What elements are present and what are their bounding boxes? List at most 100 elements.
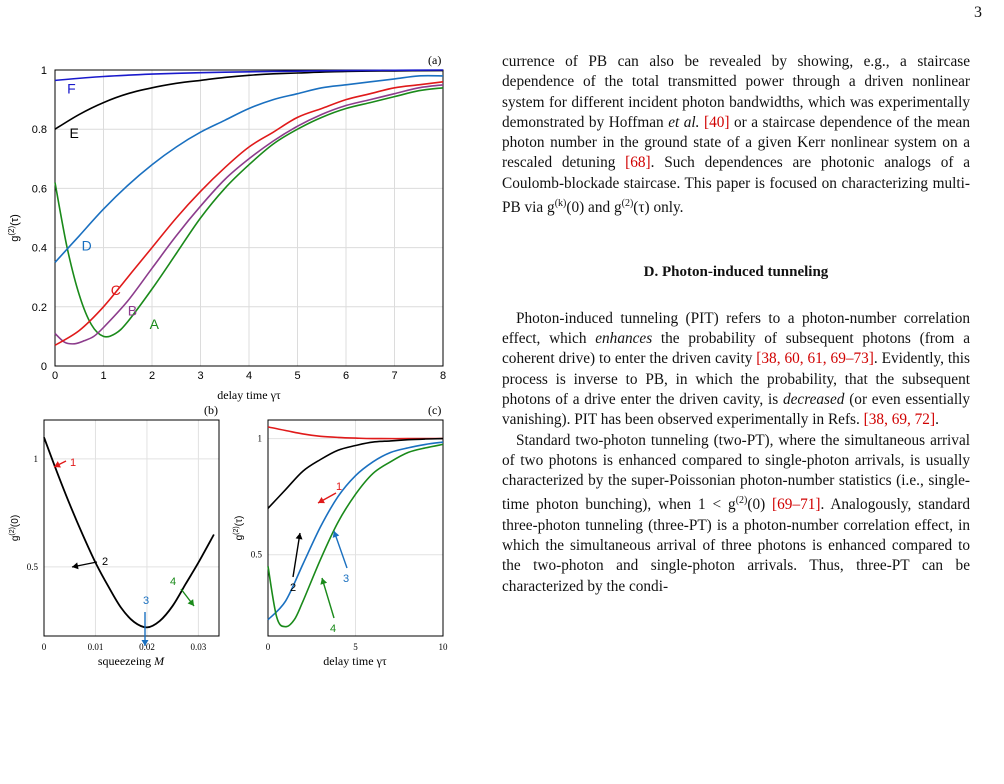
series-line-A bbox=[54, 87, 444, 338]
curve-label-D: D bbox=[82, 238, 92, 254]
panel-b-xlabel: squeezeing M bbox=[98, 654, 165, 668]
x-tick-label: 0.01 bbox=[88, 642, 104, 652]
y-tick-label: 0 bbox=[41, 361, 47, 373]
paragraph-pit: Photon-induced tunneling (PIT) refers to… bbox=[502, 309, 970, 429]
y-tick-label: 1 bbox=[258, 434, 263, 444]
citation[interactable]: [38, 69, 72] bbox=[863, 411, 936, 429]
y-tick-label: 0.8 bbox=[32, 124, 47, 136]
annotation-4: 4 bbox=[330, 623, 336, 635]
citation[interactable]: [40] bbox=[703, 113, 730, 131]
citation[interactable]: [68] bbox=[625, 154, 651, 172]
x-tick-label: 0 bbox=[266, 642, 271, 652]
panel-a-ticks: 0 1 2 3 4 5 6 7 8 0 0.2 0.4 0.6 0.8 1 bbox=[32, 65, 446, 382]
annotation-arrow-2 bbox=[292, 532, 301, 578]
panel-c-frame bbox=[267, 419, 444, 637]
x-tick-label: 0 bbox=[52, 370, 58, 382]
series-line bbox=[43, 436, 215, 629]
panel-a-curve-labels: F E D CBA bbox=[67, 81, 159, 332]
x-tick-label: 1 bbox=[100, 370, 106, 382]
curve-label-F: F bbox=[67, 81, 76, 97]
annotation-arrowhead-4 bbox=[320, 578, 328, 585]
y-tick-label: 1 bbox=[41, 65, 47, 77]
annotation-arrow-4 bbox=[321, 577, 335, 619]
x-tick-label: 0.02 bbox=[139, 642, 155, 652]
panel-b-tag: (b) bbox=[204, 403, 218, 417]
panel-a-grid bbox=[54, 69, 444, 367]
x-tick-label: 7 bbox=[391, 370, 397, 382]
panel-c-ticks: 0 5 10 0.5 1 bbox=[251, 434, 448, 652]
curve-label-A: A bbox=[150, 316, 160, 332]
page-number: 3 bbox=[974, 4, 982, 21]
panel-b: 0 0.01 0.02 0.03 0.5 1 (b) squeezeing M g(2)(… bbox=[9, 403, 220, 668]
x-tick-label: 0 bbox=[42, 642, 47, 652]
panel-b-annotations: 1 2 3 4 bbox=[53, 457, 195, 646]
panel-c-tag: (c) bbox=[428, 403, 441, 417]
annotation-3: 3 bbox=[343, 573, 349, 585]
x-tick-label: 3 bbox=[197, 370, 203, 382]
x-tick-label: 2 bbox=[149, 370, 155, 382]
panel-b-ylabel: g(2)(0) bbox=[9, 515, 21, 541]
series-line-D bbox=[54, 74, 444, 263]
panel-a: 0 1 2 3 4 5 6 7 8 0 0.2 0.4 0.6 0.8 1 (a) delay time γ… bbox=[7, 53, 446, 402]
panel-c: 0 5 10 0.5 1 (c) delay time γτ g(2)(τ) 1 2 3 4 bbox=[233, 403, 448, 668]
x-tick-label: 8 bbox=[440, 370, 446, 382]
curve-label-B: B bbox=[128, 303, 137, 319]
panel-a-frame bbox=[54, 69, 444, 367]
annotation-1: 1 bbox=[70, 457, 76, 469]
section-heading: D. Photon-induced tunneling bbox=[643, 264, 829, 281]
series-line-2 bbox=[267, 437, 444, 509]
panel-c-curves bbox=[267, 426, 444, 628]
annotation-arrow-3 bbox=[333, 530, 348, 569]
annotation-2: 2 bbox=[102, 556, 108, 568]
panel-a-xlabel: delay time γτ bbox=[217, 388, 281, 402]
panel-a-curves bbox=[54, 69, 444, 346]
text-column: currence of PB can also be revealed by s… bbox=[502, 52, 970, 597]
series-line-3 bbox=[267, 441, 444, 621]
paragraph-two-pt: Standard two-photon tunneling (two-PT), … bbox=[502, 431, 970, 595]
curve-label-E: E bbox=[70, 125, 79, 141]
panel-a-tag: (a) bbox=[428, 53, 441, 67]
citation[interactable]: [38, 60, 61, 69–73] bbox=[756, 350, 874, 368]
panel-c-xlabel: delay time γτ bbox=[323, 654, 387, 668]
series-line-1 bbox=[267, 426, 443, 440]
annotation-2: 2 bbox=[290, 582, 296, 594]
x-tick-label: 4 bbox=[246, 370, 252, 382]
annotation-1: 1 bbox=[336, 481, 342, 493]
annotation-arrowhead-4 bbox=[187, 599, 194, 606]
y-tick-label: 0.5 bbox=[251, 550, 263, 560]
annotation-arrowhead-2 bbox=[295, 533, 303, 540]
series-line-4 bbox=[267, 443, 444, 628]
y-tick-label: 0.6 bbox=[32, 183, 47, 195]
x-tick-label: 10 bbox=[439, 642, 449, 652]
panel-b-frame bbox=[43, 419, 220, 637]
annotation-4: 4 bbox=[170, 576, 176, 588]
panel-c-annotations: 1 2 3 4 bbox=[290, 481, 349, 635]
annotation-arrowhead-2 bbox=[72, 562, 79, 570]
x-tick-label: 0.03 bbox=[191, 642, 207, 652]
y-tick-label: 0.4 bbox=[32, 243, 47, 255]
x-tick-label: 6 bbox=[343, 370, 349, 382]
x-tick-label: 5 bbox=[294, 370, 300, 382]
series-line-C bbox=[54, 81, 444, 346]
citation[interactable]: [69–71] bbox=[772, 496, 821, 514]
paragraph-pb-staircase: currence of PB can also be revealed by s… bbox=[502, 53, 970, 217]
curve-label-C: C bbox=[111, 282, 121, 298]
figure-panels: 0 1 2 3 4 5 6 7 8 0 0.2 0.4 0.6 0.8 1 (a) delay time γ… bbox=[7, 53, 448, 668]
annotation-arrowhead-3 bbox=[332, 531, 340, 538]
annotation-arrowhead-1 bbox=[318, 497, 325, 504]
panel-b-curves bbox=[43, 436, 215, 629]
x-tick-label: 5 bbox=[353, 642, 358, 652]
panel-a-ylabel: g(2)(τ) bbox=[7, 214, 21, 242]
panel-c-grid bbox=[267, 420, 444, 636]
series-line-E bbox=[54, 69, 444, 130]
panel-b-ticks: 0 0.01 0.02 0.03 0.5 1 bbox=[27, 454, 207, 652]
annotation-arrowhead-1 bbox=[54, 461, 61, 468]
y-tick-label: 0.2 bbox=[32, 302, 47, 314]
y-tick-label: 1 bbox=[34, 454, 39, 464]
series-line-F bbox=[54, 69, 444, 82]
y-tick-label: 0.5 bbox=[27, 562, 39, 572]
annotation-arrowhead-3 bbox=[141, 640, 149, 646]
series-line-B bbox=[54, 84, 444, 345]
panel-c-ylabel: g(2)(τ) bbox=[233, 516, 245, 541]
annotation-3: 3 bbox=[143, 595, 149, 607]
